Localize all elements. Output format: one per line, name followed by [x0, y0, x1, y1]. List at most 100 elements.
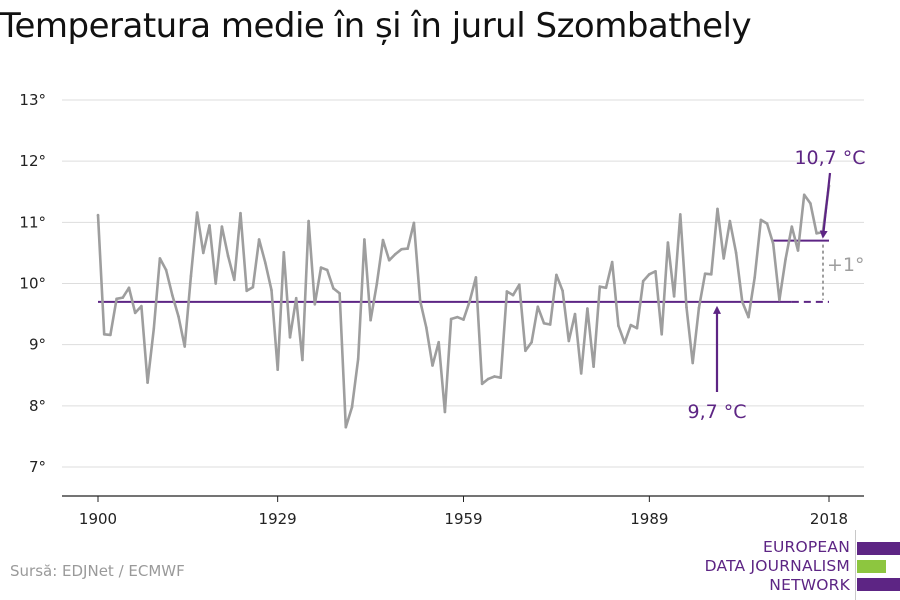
- data-point: [456, 315, 459, 319]
- data-point: [96, 213, 100, 217]
- x-axis: 1900 1929 1959 1989 2018: [62, 495, 864, 528]
- y-tick-label: 11°: [19, 213, 46, 231]
- data-point: [567, 339, 571, 343]
- data-point: [796, 249, 800, 252]
- data-point: [109, 333, 112, 337]
- logo-divider: [855, 530, 856, 600]
- data-point: [709, 273, 713, 276]
- data-point: [183, 345, 187, 348]
- data-point: [480, 382, 484, 386]
- data-point: [208, 224, 211, 227]
- data-point: [685, 306, 688, 309]
- logo-bar-green: [857, 560, 886, 573]
- data-point: [158, 257, 162, 260]
- data-point: [375, 282, 379, 286]
- x-tick-label: 1989: [630, 510, 668, 528]
- difference-label: +1°: [827, 254, 865, 276]
- data-point: [759, 218, 763, 222]
- data-point: [499, 376, 502, 379]
- y-tick-label: 13°: [19, 91, 46, 109]
- data-point: [722, 257, 725, 260]
- data-point: [703, 272, 707, 276]
- data-point: [753, 276, 756, 279]
- data-point: [344, 425, 348, 429]
- data-point: [666, 241, 670, 244]
- data-point: [152, 327, 156, 331]
- y-tick-label: 10°: [19, 275, 46, 293]
- data-point: [232, 278, 236, 282]
- data-point: [586, 307, 589, 310]
- data-point: [146, 381, 149, 384]
- data-point: [542, 321, 546, 325]
- data-point: [623, 341, 626, 345]
- logo-line-2: DATA JOURNALISM: [704, 557, 850, 575]
- data-point: [672, 295, 676, 298]
- data-point: [740, 300, 744, 304]
- logo-line-1: EUROPEAN: [762, 538, 850, 556]
- y-tick-label: 8°: [29, 397, 46, 415]
- data-point: [140, 304, 143, 308]
- data-point: [517, 283, 521, 287]
- data-point: [220, 225, 224, 228]
- data-point: [747, 315, 750, 319]
- data-point: [406, 247, 410, 250]
- data-point: [294, 296, 298, 300]
- data-point: [288, 336, 292, 339]
- baseline-label: 9,7 °C: [687, 401, 746, 423]
- logo-bar-purple-top: [857, 542, 900, 555]
- data-point: [195, 211, 199, 214]
- data-point: [226, 254, 230, 258]
- data-point: [437, 340, 441, 344]
- temperature-series: [96, 184, 831, 429]
- data-point: [641, 279, 645, 283]
- x-tick-label: 2018: [810, 510, 848, 528]
- data-point: [325, 268, 329, 272]
- data-point: [728, 219, 732, 223]
- data-point: [598, 285, 602, 288]
- data-point: [511, 293, 515, 297]
- data-point: [449, 317, 453, 321]
- data-point: [394, 252, 397, 256]
- data-point: [530, 340, 533, 344]
- x-tick-label: 1929: [259, 510, 297, 528]
- data-point: [307, 219, 310, 223]
- y-tick-label: 7°: [29, 458, 46, 476]
- data-point: [363, 238, 366, 241]
- data-point: [555, 273, 558, 277]
- data-point: [202, 251, 205, 255]
- data-point: [301, 358, 304, 362]
- chart-title: Temperatura medie în și în jurul Szombat…: [0, 6, 752, 46]
- x-tick-label: 1959: [444, 510, 482, 528]
- data-point: [734, 251, 738, 255]
- data-point: [418, 299, 422, 302]
- data-point: [369, 318, 372, 322]
- data-point: [319, 266, 323, 269]
- edjnet-logo: EUROPEAN DATA JOURNALISM NETWORK: [700, 530, 900, 600]
- data-point: [313, 302, 317, 306]
- data-point: [654, 269, 657, 273]
- data-point: [579, 372, 583, 375]
- data-point: [332, 287, 335, 290]
- data-point: [784, 257, 787, 261]
- data-point: [505, 290, 509, 293]
- logo-line-3: NETWORK: [769, 576, 850, 594]
- data-point: [276, 368, 279, 372]
- data-point: [548, 323, 552, 326]
- data-point: [102, 332, 106, 336]
- data-point: [257, 238, 261, 241]
- data-point: [381, 238, 385, 242]
- annotations: 10,7 °C +1° 9,7 °C: [687, 147, 865, 423]
- data-point: [282, 251, 286, 254]
- data-point: [189, 274, 193, 278]
- data-point: [536, 305, 540, 309]
- data-point: [809, 202, 812, 205]
- data-point: [610, 260, 614, 264]
- data-point: [474, 276, 478, 279]
- data-point: [239, 211, 242, 215]
- data-point: [486, 377, 490, 381]
- data-point: [660, 332, 664, 336]
- data-point: [127, 286, 131, 290]
- data-point: [629, 323, 633, 327]
- data-point: [356, 357, 360, 361]
